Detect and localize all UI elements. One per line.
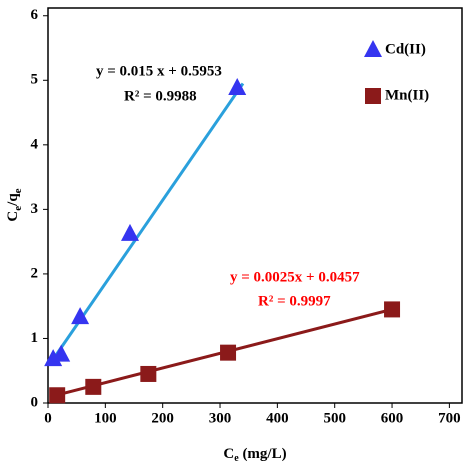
y-axis-label: Ce/qe: [5, 188, 23, 221]
x-tick-label: 600: [381, 410, 404, 426]
y-tick-label: 4: [31, 136, 39, 152]
data-point: [49, 387, 66, 404]
data-point: [140, 365, 157, 382]
data-point: [228, 78, 247, 96]
y-tick-label: 0: [31, 394, 39, 410]
r-squared: R² = 0.9988: [124, 88, 197, 104]
equation: y = 0.0025x + 0.0457: [230, 269, 360, 285]
y-tick-label: 2: [31, 265, 39, 281]
equation: y = 0.015 x + 0.5953: [96, 63, 222, 79]
data-point: [384, 301, 401, 318]
data-point: [52, 344, 71, 362]
x-tick-label: 300: [209, 410, 232, 426]
data-point: [71, 307, 90, 325]
data-point: [120, 223, 139, 241]
x-tick-label: 400: [266, 410, 289, 426]
y-tick-label: 1: [31, 330, 39, 346]
plot-frame: [47, 7, 463, 404]
legend-label: Cd(II): [385, 41, 426, 57]
x-tick-label: 100: [94, 410, 117, 426]
y-tick-label: 5: [31, 72, 39, 88]
r-squared: R² = 0.9997: [258, 293, 331, 309]
y-tick-label: 6: [31, 7, 39, 23]
x-tick-label: 200: [151, 410, 174, 426]
data-point: [85, 378, 102, 395]
x-tick-label: 700: [438, 410, 461, 426]
data-point: [44, 349, 63, 367]
x-tick-label: 500: [323, 410, 346, 426]
legend-marker: [365, 88, 381, 104]
legend-marker: [364, 40, 382, 57]
legend-label: Mn(II): [385, 87, 429, 103]
data-point: [220, 344, 237, 361]
y-tick-label: 3: [31, 201, 39, 217]
x-axis-label: Ce (mg/L): [223, 446, 286, 464]
x-tick-label: 0: [44, 410, 52, 426]
